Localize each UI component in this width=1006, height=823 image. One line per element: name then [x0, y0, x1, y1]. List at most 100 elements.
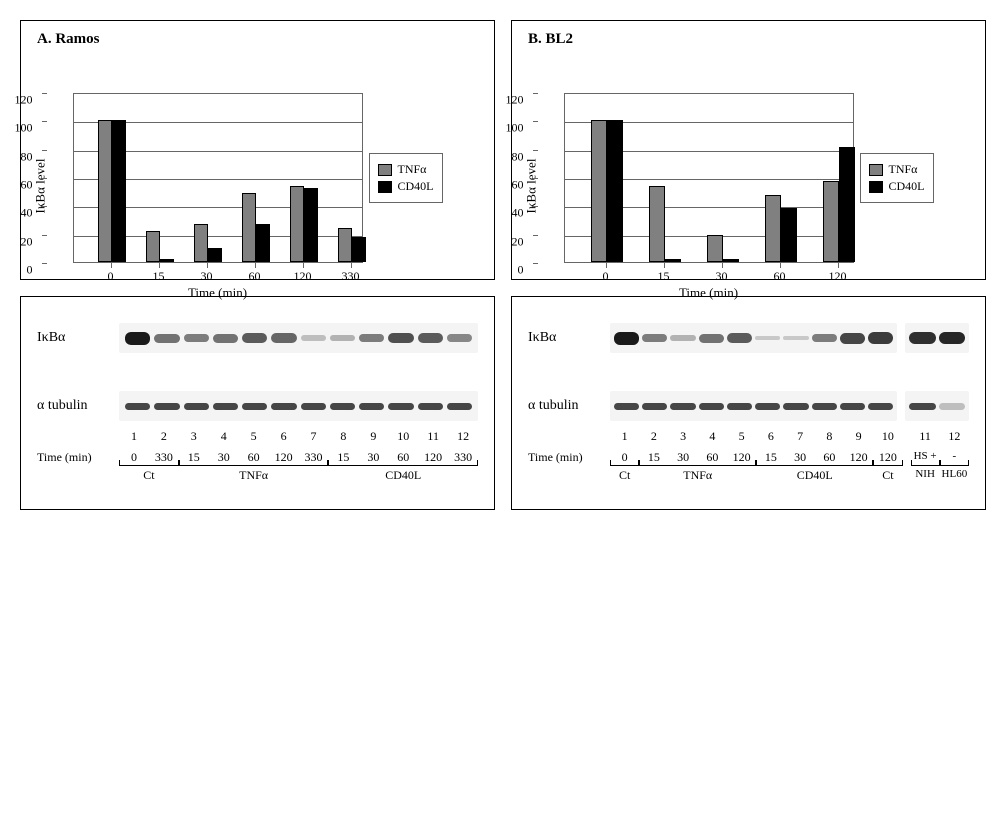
blot-band [840, 333, 865, 344]
chart-a-plot [73, 93, 363, 263]
lane-number: 1 [610, 429, 639, 444]
legend-swatch [869, 181, 883, 193]
lane-number: 9 [358, 429, 388, 444]
blot-band [783, 403, 808, 410]
x-tick: 60 [774, 269, 786, 284]
blot-row-label: IκBα [37, 330, 119, 346]
legend-item: CD40L [378, 179, 434, 194]
bar [338, 228, 352, 262]
time-label: Time (min) [37, 450, 119, 465]
bar [146, 231, 160, 262]
chart-b: IκBα level Time (min) 020406080100120015… [564, 93, 854, 263]
bar [665, 259, 681, 262]
blot-band [301, 403, 326, 410]
legend-swatch [378, 181, 392, 193]
blot-band [727, 403, 752, 410]
group-label: CD40L [756, 468, 873, 483]
bar [208, 248, 222, 262]
blot-band [783, 336, 808, 340]
chart-b-legend: TNFα CD40L [860, 153, 934, 203]
y-tick: 100 [506, 121, 524, 136]
blot-band [359, 334, 384, 343]
blot-band [242, 403, 267, 410]
bar [352, 237, 366, 263]
blot-band [447, 403, 472, 410]
lane-number: 12 [448, 429, 478, 444]
legend-swatch [378, 164, 392, 176]
lane-number: 4 [209, 429, 239, 444]
legend-label: CD40L [889, 179, 925, 194]
lane-number: 7 [786, 429, 815, 444]
blot-band [242, 333, 267, 343]
blot-band [213, 403, 238, 410]
lane-number: 5 [727, 429, 756, 444]
lane-number: 1 [119, 429, 149, 444]
y-tick: 60 [512, 178, 524, 193]
blot-band [755, 403, 780, 410]
time-value: 120 [727, 450, 756, 465]
blot-band [642, 403, 667, 410]
y-tick: 60 [21, 178, 33, 193]
lane-number: 2 [639, 429, 668, 444]
blot-band [271, 333, 296, 343]
bar [242, 193, 256, 262]
blot-band [727, 333, 752, 343]
time-value: 60 [815, 450, 844, 465]
lane-number: 8 [328, 429, 358, 444]
lane-number: 3 [179, 429, 209, 444]
time-value: 60 [388, 450, 418, 465]
bar [649, 186, 665, 263]
time-value: 120 [873, 450, 902, 465]
time-value: 30 [786, 450, 815, 465]
chart-b-plot [564, 93, 854, 263]
y-tick: 120 [506, 93, 524, 108]
panel-b: B. BL2 IκBα level Time (min) 02040608010… [511, 20, 986, 280]
bar [290, 186, 304, 263]
lane-number: 4 [698, 429, 727, 444]
blot-band [812, 334, 837, 343]
bar [765, 195, 781, 262]
legend-label: TNFα [889, 162, 918, 177]
chart-a-ylabel: IκBα level [32, 159, 48, 214]
time-value: 30 [209, 450, 239, 465]
blot-band [271, 403, 296, 410]
lane-number: 2 [149, 429, 179, 444]
blot-band [909, 403, 935, 410]
time-value: 15 [179, 450, 209, 465]
time-label: Time (min) [528, 450, 610, 465]
group-label: Ct [873, 468, 902, 483]
blot-band [670, 403, 695, 410]
blot-band [642, 334, 667, 343]
lane-number: 10 [388, 429, 418, 444]
bar [591, 120, 607, 262]
y-tick: 20 [512, 234, 524, 249]
blot-band [154, 403, 179, 410]
time-value: 120 [269, 450, 299, 465]
legend-item: TNFα [869, 162, 925, 177]
legend-label: TNFα [398, 162, 427, 177]
legend-item: TNFα [378, 162, 434, 177]
chart-b-ylabel: IκBα level [523, 159, 539, 214]
blot-panel-b: IκBαα tubulin123456789101112Time (min)01… [511, 296, 986, 510]
lane-number: 3 [669, 429, 698, 444]
legend-label: CD40L [398, 179, 434, 194]
blot-band [125, 332, 150, 345]
blot-row-label: IκBα [528, 330, 610, 346]
blot-band [184, 334, 209, 343]
blot-band [868, 332, 893, 344]
y-tick: 0 [518, 263, 524, 278]
group-label: NIH [911, 468, 940, 480]
blot-band [614, 332, 639, 345]
blot-band [418, 403, 443, 410]
group-label: TNFα [179, 468, 329, 483]
time-value: 330 [149, 450, 179, 465]
time-value: 0 [610, 450, 639, 465]
blot-band [939, 332, 965, 345]
bar [707, 235, 723, 262]
time-value: 60 [698, 450, 727, 465]
time-value: 15 [639, 450, 668, 465]
time-value: 330 [299, 450, 329, 465]
bar [723, 259, 739, 262]
chart-a: IκBα level Time (min) 020406080100120015… [73, 93, 363, 263]
y-tick: 100 [15, 121, 33, 136]
